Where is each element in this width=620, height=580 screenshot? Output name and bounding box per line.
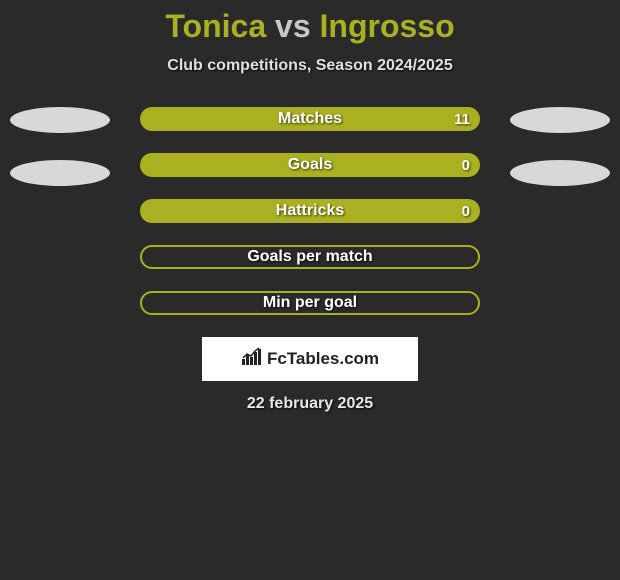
- player2-value-ellipse: [510, 160, 610, 186]
- brand-chart-icon: [241, 347, 263, 372]
- player2-value-ellipse: [510, 107, 610, 133]
- stat-bar: Hattricks 0: [140, 199, 480, 223]
- stat-label: Matches: [278, 110, 342, 128]
- stat-row: Goals 0: [0, 153, 620, 177]
- stat-row: Hattricks 0: [0, 199, 620, 223]
- brand-badge[interactable]: FcTables.com: [202, 337, 418, 381]
- stat-value: 11: [454, 111, 470, 128]
- brand-label: FcTables.com: [267, 349, 379, 369]
- stat-bar: Matches 11: [140, 107, 480, 131]
- date-label: 22 february 2025: [0, 395, 620, 413]
- stat-bar: Goals 0: [140, 153, 480, 177]
- page-title: Tonica vs Ingrosso: [0, 8, 620, 45]
- player1-name: Tonica: [165, 8, 266, 44]
- player1-value-ellipse: [10, 160, 110, 186]
- stat-value: 0: [462, 157, 470, 174]
- stat-label: Min per goal: [263, 294, 357, 312]
- player1-value-ellipse: [10, 107, 110, 133]
- stat-value: 0: [462, 203, 470, 220]
- stat-bar: Goals per match: [140, 245, 480, 269]
- stats-list: Matches 11 Goals 0 Hattricks 0 Goals per match…: [0, 107, 620, 315]
- player2-name: Ingrosso: [320, 8, 455, 44]
- subtitle: Club competitions, Season 2024/2025: [0, 57, 620, 75]
- stat-label: Goals: [288, 156, 332, 174]
- stat-row: Matches 11: [0, 107, 620, 131]
- vs-separator: vs: [275, 8, 311, 44]
- stat-row: Min per goal: [0, 291, 620, 315]
- comparison-card: Tonica vs Ingrosso Club competitions, Se…: [0, 0, 620, 413]
- stat-label: Hattricks: [276, 202, 344, 220]
- stat-label: Goals per match: [247, 248, 372, 266]
- stat-row: Goals per match: [0, 245, 620, 269]
- stat-bar: Min per goal: [140, 291, 480, 315]
